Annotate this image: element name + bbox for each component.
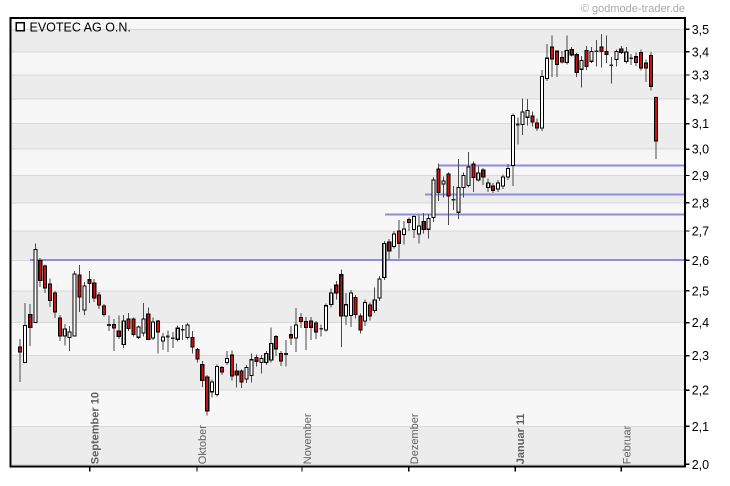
svg-text:2,7: 2,7: [692, 225, 709, 239]
svg-text:3,4: 3,4: [692, 45, 709, 59]
svg-text:2,4: 2,4: [692, 316, 709, 330]
svg-text:2,5: 2,5: [692, 284, 709, 298]
svg-text:September 10: September 10: [90, 392, 102, 464]
svg-text:2,0: 2,0: [692, 458, 709, 472]
svg-text:© godmode-trader.de: © godmode-trader.de: [581, 3, 685, 15]
svg-text:Oktober: Oktober: [197, 425, 209, 464]
svg-text:2,1: 2,1: [692, 420, 709, 434]
svg-text:2,2: 2,2: [692, 384, 709, 398]
svg-text:November: November: [302, 413, 314, 464]
svg-text:2,6: 2,6: [692, 254, 709, 268]
svg-text:3,1: 3,1: [692, 117, 709, 131]
svg-text:Dezember: Dezember: [409, 413, 421, 464]
svg-text:3,3: 3,3: [692, 69, 709, 83]
svg-text:2,8: 2,8: [692, 196, 709, 210]
svg-text:Februar: Februar: [621, 425, 633, 464]
svg-text:3,5: 3,5: [692, 23, 709, 37]
svg-text:EVOTEC AG O.N.: EVOTEC AG O.N.: [30, 21, 131, 35]
svg-text:3,2: 3,2: [692, 93, 709, 107]
svg-text:3,0: 3,0: [692, 143, 709, 157]
svg-text:Januar 11: Januar 11: [515, 413, 527, 464]
svg-text:2,9: 2,9: [692, 169, 709, 183]
svg-text:2,3: 2,3: [692, 349, 709, 363]
